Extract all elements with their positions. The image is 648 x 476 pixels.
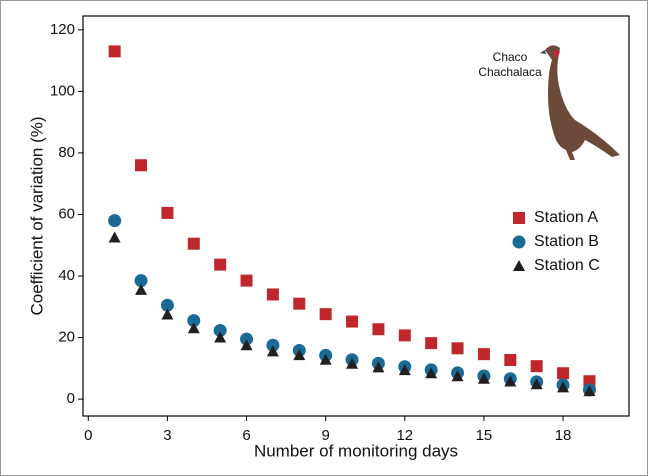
x-tick-label: 9: [321, 427, 329, 444]
data-point: [214, 331, 227, 343]
x-tick-label: 0: [84, 427, 92, 444]
data-point: [557, 381, 570, 393]
data-point: [187, 237, 200, 250]
data-point: [425, 337, 438, 350]
data-point: [187, 322, 200, 334]
data-point: [160, 298, 174, 312]
data-point: [293, 297, 306, 310]
y-tick-label: 120: [50, 21, 75, 38]
data-point: [108, 231, 121, 243]
data-point: [372, 361, 385, 373]
data-point: [557, 367, 570, 380]
bird-illustration: [540, 45, 620, 160]
data-point: [530, 378, 543, 390]
data-point: [451, 342, 464, 355]
legend-label: Station C: [534, 257, 600, 274]
y-tick-label: 100: [50, 82, 75, 99]
data-point: [346, 315, 359, 328]
y-tick-label: 60: [58, 205, 75, 222]
data-point: [266, 338, 280, 352]
data-point: [240, 339, 253, 351]
data-point: [583, 385, 596, 397]
legend-marker: [513, 212, 525, 224]
data-point: [425, 367, 438, 379]
x-tick-label: 18: [555, 427, 572, 444]
legend-marker: [513, 260, 525, 271]
data-point: [266, 288, 279, 301]
data-point: [187, 314, 201, 328]
data-point: [213, 323, 227, 337]
data-point: [346, 357, 359, 369]
data-point: [161, 206, 174, 219]
y-tick-label: 0: [67, 390, 75, 407]
data-point: [530, 360, 543, 373]
data-point: [477, 372, 490, 384]
annotation: Chaco: [493, 50, 528, 64]
data-point: [504, 375, 517, 387]
data-point: [477, 348, 490, 361]
data-point: [240, 332, 254, 346]
data-point: [108, 45, 121, 58]
x-tick-label: 6: [242, 427, 250, 444]
data-point: [108, 214, 122, 228]
x-tick-label: 12: [396, 427, 413, 444]
data-point: [134, 274, 148, 288]
plot-frame: [82, 15, 630, 417]
y-axis-title: Coefficient of variation (%): [27, 116, 46, 315]
y-tick-label: 80: [58, 144, 75, 161]
y-tick-label: 40: [58, 267, 75, 284]
data-point: [319, 308, 332, 321]
data-point: [135, 283, 148, 295]
legend-label: Station A: [534, 209, 598, 226]
data-point: [451, 370, 464, 382]
x-tick-label: 15: [476, 427, 493, 444]
data-point: [266, 345, 279, 357]
data-point: [161, 308, 174, 320]
data-point: [214, 258, 227, 271]
data-point: [319, 353, 332, 365]
data-point: [504, 354, 517, 366]
y-tick-label: 20: [58, 329, 75, 346]
data-point: [398, 329, 411, 342]
legend-marker: [512, 235, 526, 249]
legend-label: Station B: [534, 233, 599, 250]
data-point: [372, 323, 385, 336]
x-axis-title: Number of monitoring days: [254, 441, 458, 460]
x-tick-label: 3: [163, 427, 171, 444]
annotation: Chachalaca: [478, 65, 542, 79]
data-point: [135, 159, 148, 172]
data-point: [398, 364, 411, 376]
data-point: [240, 274, 253, 287]
data-point: [293, 349, 306, 361]
